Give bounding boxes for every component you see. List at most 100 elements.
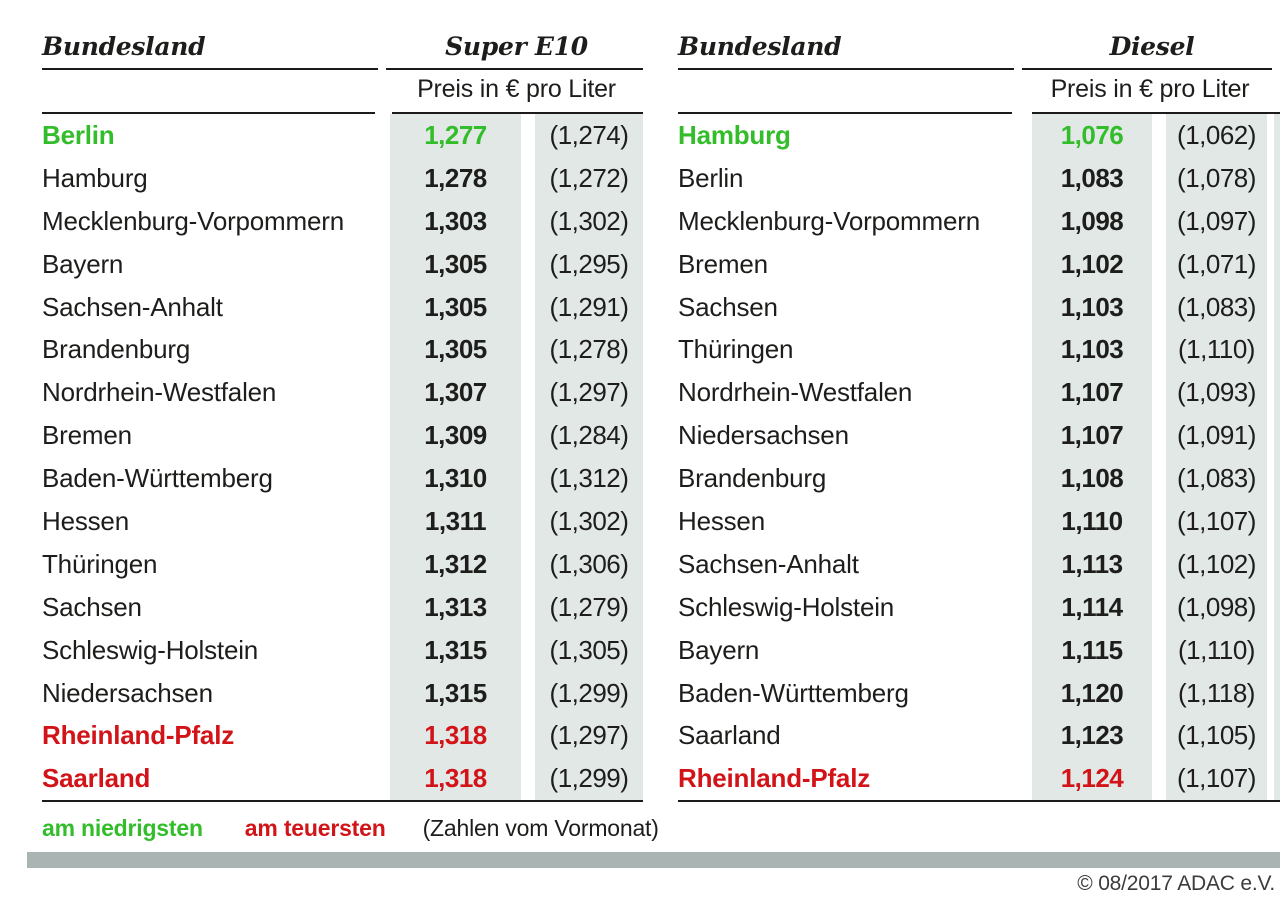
current-price: 1,124 — [1032, 757, 1152, 801]
state-name: Saarland — [678, 720, 781, 751]
previous-price: (1,299) — [535, 671, 643, 715]
table-row: Brandenburg 1,305 (1,278) — [42, 328, 643, 372]
previous-price: (1,083) — [1166, 285, 1267, 329]
table-row: Nordrhein-Westfalen 1,307 (1,297) — [42, 371, 643, 415]
column-gap — [521, 672, 535, 715]
column-gap — [521, 586, 535, 629]
state-name: Bremen — [678, 248, 768, 279]
state-name: Schleswig-Holstein — [678, 591, 895, 622]
state-name: Hessen — [42, 505, 129, 536]
state-name: Berlin — [42, 119, 115, 150]
legend-highest-label: am teuersten — [244, 815, 386, 841]
table-row: Niedersachsen 1,107 (1,091) — [678, 414, 1267, 458]
previous-price: (1,062) — [1166, 114, 1267, 157]
column-gap — [1152, 543, 1166, 586]
current-price: 1,315 — [390, 671, 521, 715]
table-row: Brandenburg 1,108 (1,083) — [678, 457, 1267, 501]
column-gap — [1152, 586, 1166, 629]
current-price: 1,303 — [390, 199, 521, 243]
state-name: Brandenburg — [42, 334, 191, 365]
current-price: 1,102 — [1032, 242, 1152, 286]
state-name: Bayern — [678, 634, 760, 665]
current-price: 1,305 — [390, 242, 521, 286]
table-row: Sachsen-Anhalt 1,305 (1,291) — [42, 285, 643, 329]
state-name: Berlin — [678, 162, 744, 193]
state-name: Niedersachsen — [42, 677, 213, 708]
current-price: 1,278 — [390, 156, 521, 200]
previous-price: (1,297) — [535, 371, 643, 415]
subheader-rule — [42, 112, 375, 114]
state-name: Baden-Württemberg — [678, 677, 909, 708]
column-gap — [521, 200, 535, 243]
column-gap — [1152, 629, 1166, 672]
state-name: Mecklenburg-Vorpommern — [678, 205, 980, 236]
previous-price: (1,110) — [1166, 328, 1267, 372]
table-row: Sachsen 1,103 (1,083) — [678, 285, 1267, 329]
legend: am niedrigsten am teuersten (Zahlen vom … — [42, 815, 659, 842]
previous-price: (1,299) — [535, 757, 643, 801]
current-price: 1,115 — [1032, 628, 1152, 672]
state-name: Hamburg — [678, 119, 791, 150]
state-name: Sachsen-Anhalt — [678, 548, 859, 579]
table-row: Saarland 1,318 (1,299) — [42, 757, 643, 801]
table-row: Mecklenburg-Vorpommern 1,303 (1,302) — [42, 199, 643, 243]
column-gap — [521, 157, 535, 200]
previous-price: (1,071) — [1166, 242, 1267, 286]
state-name: Rheinland-Pfalz — [42, 720, 235, 751]
table-row: Nordrhein-Westfalen 1,107 (1,093) — [678, 371, 1267, 415]
column-gap — [521, 243, 535, 286]
state-name: Sachsen — [678, 291, 778, 322]
table-row: Thüringen 1,103 (1,110) — [678, 328, 1267, 372]
column-gap — [521, 414, 535, 457]
current-price: 1,312 — [390, 542, 521, 586]
current-price: 1,313 — [390, 585, 521, 629]
column-header-unit: Preis in € pro Liter — [1050, 75, 1250, 103]
state-name: Thüringen — [42, 548, 158, 579]
diesel-table: Bundesland Diesel Preis in € pro Liter H… — [678, 28, 1280, 808]
previous-price: (1,105) — [1166, 714, 1267, 758]
previous-price: (1,295) — [535, 242, 643, 286]
current-price: 1,311 — [390, 500, 521, 543]
current-price: 1,108 — [1032, 457, 1152, 501]
state-name: Bayern — [42, 248, 124, 279]
legend-footnote: (Zahlen vom Vormonat) — [422, 815, 659, 841]
column-gap — [1152, 200, 1166, 243]
bottom-rule — [678, 800, 1280, 802]
table-row: Bremen 1,102 (1,071) — [678, 242, 1267, 286]
previous-price: (1,306) — [535, 542, 643, 586]
column-gap — [521, 500, 535, 543]
previous-price: (1,297) — [535, 714, 643, 758]
previous-price: (1,107) — [1166, 757, 1267, 801]
super-e10-table: Bundesland Super E10 Preis in € pro Lite… — [42, 28, 643, 808]
column-gap — [1152, 714, 1166, 757]
table-body: Hamburg 1,076 (1,062) Berlin 1,083 (1,078) Mec… — [678, 114, 1267, 801]
current-price: 1,277 — [390, 114, 521, 157]
column-gap — [521, 714, 535, 757]
state-name: Brandenburg — [678, 463, 827, 494]
previous-price: (1,274) — [535, 114, 643, 157]
previous-price: (1,312) — [535, 457, 643, 501]
current-price: 1,098 — [1032, 199, 1152, 243]
state-name: Mecklenburg-Vorpommern — [42, 205, 344, 236]
table-row: Bremen 1,309 (1,284) — [42, 414, 643, 458]
state-name: Schleswig-Holstein — [42, 634, 259, 665]
table-row: Rheinland-Pfalz 1,124 (1,107) — [678, 757, 1267, 801]
previous-price: (1,102) — [1166, 542, 1267, 586]
current-price: 1,083 — [1032, 156, 1152, 200]
table-row: Thüringen 1,312 (1,306) — [42, 542, 643, 586]
previous-price: (1,118) — [1166, 671, 1267, 715]
footer-divider-bar — [27, 852, 1280, 868]
column-gap — [521, 114, 535, 157]
current-price: 1,114 — [1032, 585, 1152, 629]
table-row: Hamburg 1,278 (1,272) — [42, 156, 643, 200]
table-row: Berlin 1,277 (1,274) — [42, 114, 643, 157]
current-price: 1,305 — [390, 285, 521, 329]
previous-price: (1,284) — [535, 414, 643, 458]
previous-price: (1,278) — [535, 328, 643, 372]
previous-price: (1,107) — [1166, 500, 1267, 543]
current-price: 1,076 — [1032, 114, 1152, 157]
column-gap — [521, 371, 535, 414]
cropped-column-sliver — [1274, 114, 1280, 801]
subheader-rule — [678, 112, 1012, 114]
